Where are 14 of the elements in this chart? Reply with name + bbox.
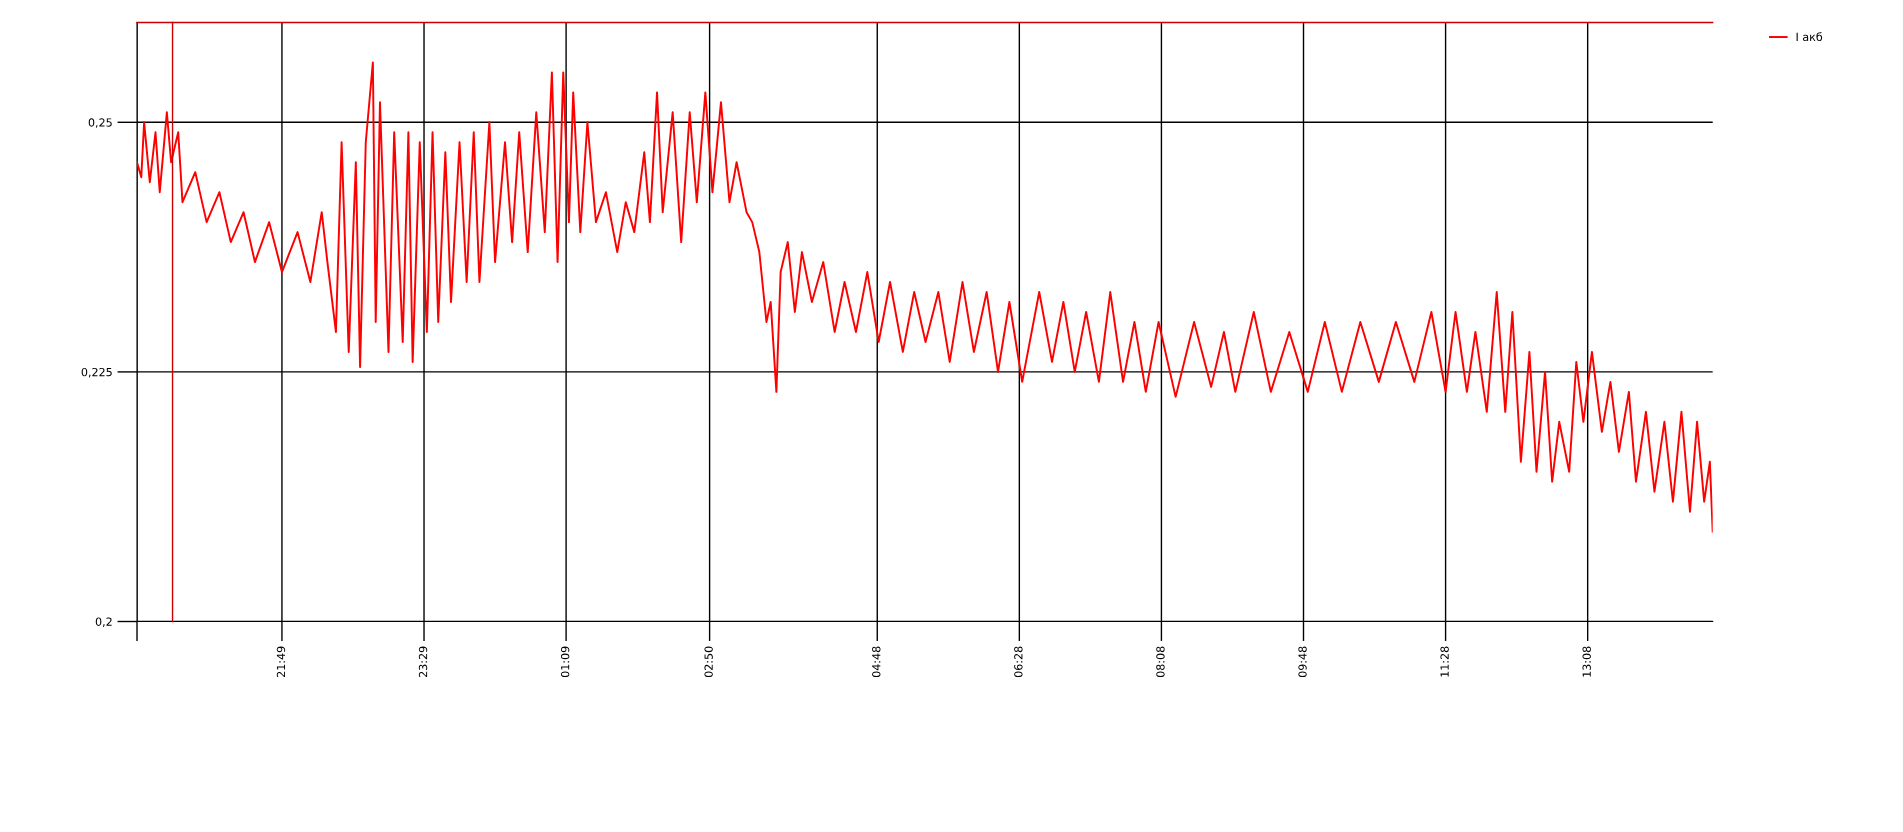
y-tick-label: 0,25 bbox=[88, 118, 112, 128]
x-tick-label: 11:28 bbox=[1440, 646, 1449, 677]
y-tick-label: 0,225 bbox=[81, 367, 112, 378]
legend-label: I акб bbox=[1796, 32, 1823, 42]
x-tick-label: 02:50 bbox=[704, 646, 713, 678]
x-tick-label: 06:28 bbox=[1014, 646, 1023, 678]
x-tick-label: 01:09 bbox=[560, 646, 570, 678]
x-tick-label: 13:08 bbox=[1582, 646, 1591, 677]
x-tick-label: 04:48 bbox=[872, 646, 881, 678]
x-tick-label: 21:49 bbox=[276, 646, 286, 678]
x-tick-label: 23:29 bbox=[418, 646, 428, 678]
y-tick-label: 0,2 bbox=[95, 617, 112, 628]
x-tick-label: 08:08 bbox=[1156, 646, 1165, 678]
x-tick-label: 09:48 bbox=[1298, 646, 1307, 678]
